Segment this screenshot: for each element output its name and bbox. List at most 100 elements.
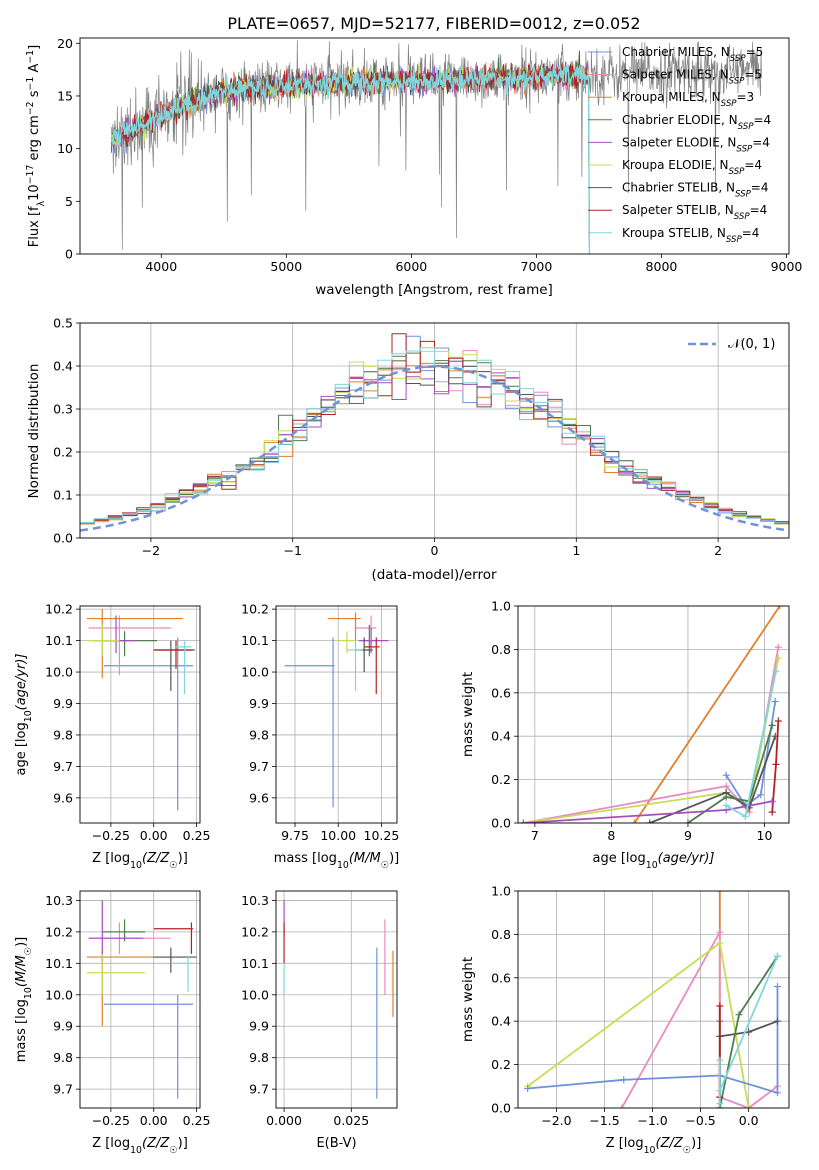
mass-weight-marker [722,771,730,779]
legend-label-part: =5 [744,68,762,82]
model-spectrum-line [110,61,590,254]
legend-label: Kroupa MILES, NSSP=3 [622,90,754,109]
x-tick-label: 7000 [521,259,553,274]
x-tick-label: −0.5 [685,1113,715,1128]
x-tick-label: 0.00 [140,1113,168,1128]
legend-label: Salpeter ELODIE, NSSP=4 [622,135,770,154]
mass-weight-marker [618,1104,626,1108]
y-tick-label: 10.3 [45,893,73,908]
mass-weight-marker [630,819,638,823]
x-tick-label: −1.0 [637,1113,667,1128]
x-tick-label: 0.25 [183,1113,211,1128]
y-tick-label: 0.0 [491,816,511,831]
mass-vs-z-panel: −0.25 0.00 0.25 9.7 9.8 9.9 10.0 10.1 10.2 10.3 Z … [14,890,211,1156]
mass-weight-marker [722,802,730,810]
legend-label: Kroupa STELIB, NSSP=4 [622,226,759,245]
x-tick-label: 10 [757,828,773,843]
age-vs-z-panel: −0.25 0.00 0.25 9.6 9.7 9.8 9.9 10.0 10.1 10.2 Z [… [14,602,210,871]
x-tick-label: −1.5 [589,1113,619,1128]
legend-label: Chabrier ELODIE, NSSP=4 [622,113,771,132]
mass-weight-marker [745,1028,753,1036]
mass-weight-marker [741,812,749,820]
x-tick-label: −0.25 [92,1113,130,1128]
y-tick-label: 5 [65,194,73,209]
legend-label-part: =5 [746,45,764,59]
x-axis-label-part: mass [log [274,851,337,866]
x-tick-label: 8000 [646,259,678,274]
y-tick-label: 0.2 [491,1057,511,1072]
x-tick-label: 4000 [145,259,177,274]
mass-weight-line [718,955,779,1104]
y-tick-label: 10.2 [45,924,73,939]
legend-label-part: Chabrier MILES, N [622,45,730,59]
mass-weight-marker [771,697,779,705]
y-tick-label: 9.7 [53,759,73,774]
mass-weight-line [687,725,774,823]
plot-area [284,612,389,808]
mass-weight-marker [524,1084,532,1092]
grid [518,605,789,824]
residual-histogram [80,347,789,524]
mass-weight-marker [716,939,724,947]
y-tick-label: 0.8 [491,927,511,942]
y-axis-label-part: s [27,90,42,101]
legend-label-part: =4 [751,181,769,195]
plot-area [86,900,197,1099]
model-spectrum-line [110,64,590,254]
mass-weight-marker [716,1056,724,1064]
x-axis-label-part: (Z/Z [142,1136,170,1151]
y-tick-label: 20 [57,36,73,51]
x-tick-label: 0.0 [739,1113,759,1128]
mass-weight-marker [519,819,527,823]
normal-curve-line [80,365,789,532]
y-tick-label: 0.3 [53,402,73,417]
mass-weight-marker [772,760,780,768]
y-tick-label: 0.4 [491,1014,511,1029]
mass-weight-marker [774,717,782,725]
axes-frame [517,890,790,1109]
x-axis-label-part: (M/M [349,851,381,866]
y-tick-label: 9.8 [53,727,73,742]
x-axis-label-part: )] [178,1136,188,1151]
x-axis-label: wavelength [Angstrom, rest frame] [315,282,553,298]
y-axis-label-part: ] [27,45,42,50]
x-axis-label-part: 10 [644,1145,656,1156]
x-axis-label-part: (Z/Z [142,851,170,866]
y-axis-label-part: (age/yr)] [14,654,29,711]
mass-weight-line [633,606,781,823]
y-axis-label-part: (M/M [14,955,29,987]
x-axis-label: Z [log10(Z/Z☉)] [92,851,188,871]
legend-label-part: SSP [735,190,752,200]
model-spectrum-line [111,64,591,254]
mass-weight-marker [735,1011,743,1019]
axes-frame [79,322,790,539]
legend-label-part: Kroupa ELODIE, N [622,158,729,172]
x-axis-label-part: ☉ [683,1145,691,1156]
y-tick-label: 0 [65,247,73,262]
y-axis-label-part: −2 [25,101,36,115]
mass-weight-marker [620,1076,628,1084]
y-tick-label: 10.0 [45,987,73,1002]
x-tick-label: 2 [714,543,722,558]
x-tick-label: 7 [531,828,539,843]
plot-area [519,606,784,823]
mass-weight-marker [768,797,776,805]
x-axis-label: (data-model)/error [371,567,497,583]
x-tick-label: 9.75 [281,828,309,843]
mass-weight-vs-z-panel: −2.0 −1.5 −1.0 −0.5 0.0 0.0 0.2 0.4 0.6 0.8 1.0 Z [… [460,884,790,1156]
y-tick-label: 10.2 [241,602,269,617]
mass-weight-marker [716,928,724,936]
legend-label-part: Salpeter STELIB, N [622,203,734,217]
legend-label: 𝒩(0, 1) [728,337,775,352]
y-tick-label: 0.6 [491,970,511,985]
x-axis-label-part: )] [389,851,399,866]
x-axis-label-part: )] [178,851,188,866]
y-tick-label: 0.2 [53,445,73,460]
mass-weight-marker [773,1089,781,1097]
y-tick-label: 9.7 [53,1082,73,1097]
figure-title: PLATE=0657, MJD=52177, FIBERID=0012, z=0… [227,14,640,33]
x-axis-label-part: )] [691,1136,701,1151]
x-tick-label: 1 [572,543,580,558]
x-axis-label: age [log10(age/yr)] [593,851,715,871]
